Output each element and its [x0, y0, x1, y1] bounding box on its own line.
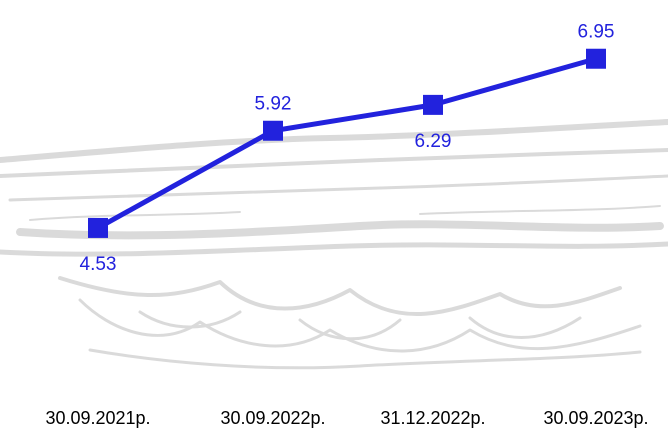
data-point-marker — [263, 120, 283, 141]
data-label: 5.92 — [255, 94, 292, 115]
data-label: 6.29 — [415, 131, 452, 152]
x-axis-tick-labels: 30.09.2021р. 30.09.2022р. 31.12.2022р. 30.0… — [45, 408, 648, 428]
data-label-layer: 4.53 5.92 6.29 6.95 — [80, 22, 615, 275]
x-tick-label: 30.09.2022р. — [220, 408, 325, 428]
data-point-marker — [423, 94, 443, 115]
series-layer — [88, 48, 606, 238]
data-point-marker — [586, 48, 606, 69]
x-tick-label: 30.09.2021р. — [45, 408, 150, 428]
x-tick-label: 31.12.2022р. — [380, 408, 485, 428]
data-label: 6.95 — [578, 22, 615, 43]
series-line — [96, 56, 597, 231]
data-point-marker — [88, 217, 108, 238]
data-label: 4.53 — [80, 254, 117, 275]
background-texture — [0, 119, 668, 370]
x-tick-label: 30.09.2023р. — [543, 408, 648, 428]
